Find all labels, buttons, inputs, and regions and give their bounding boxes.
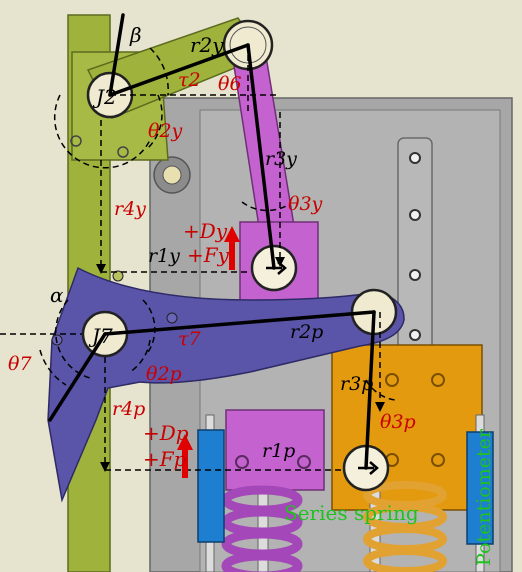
label-tau7: τ7 (178, 328, 202, 350)
label-r1p: r1p (262, 440, 295, 462)
label-alpha: α (50, 283, 64, 307)
label-Fp: +Fp (143, 447, 187, 471)
label-series-spring: Series spring (284, 501, 419, 525)
label-tau2: τ2 (178, 69, 201, 91)
label-J2: J2 (92, 85, 117, 109)
label-theta6: θ6 (218, 73, 242, 95)
orange-hole (385, 373, 399, 387)
force-arrow-y (224, 226, 240, 270)
label-J7: J7 (88, 324, 113, 348)
blue-sensor-left (197, 429, 225, 543)
green-link-hole (117, 146, 129, 158)
label-potentiometer: Potentiometer (473, 428, 495, 566)
green-link-hole (70, 135, 82, 147)
label-theta3y: θ3y (288, 193, 323, 215)
potentiometer-body (466, 431, 494, 545)
purple-link (47, 266, 405, 503)
label-r2p: r2p (290, 321, 323, 343)
label-Dy: +Dy (183, 219, 228, 243)
label-theta3p: θ3p (380, 411, 416, 433)
orange-spring-coil (363, 481, 447, 572)
label-r1y: r1y (148, 245, 180, 267)
plate-boss-hole (162, 165, 182, 185)
label-r4y: r4y (114, 198, 146, 220)
label-beta: β (129, 23, 142, 47)
series-spring-coil (221, 485, 303, 572)
label-r3y: r3y (265, 148, 297, 170)
magenta-hole (235, 455, 249, 469)
orange-hole (431, 373, 445, 387)
rail-holes (409, 152, 421, 341)
label-r2y: r2y (190, 33, 224, 57)
top-pin-joint-ring (229, 26, 267, 64)
label-theta2y: θ2y (148, 120, 183, 142)
label-Dp: +Dp (143, 421, 189, 445)
purple-link-hole (166, 312, 178, 324)
label-Fy: +Fy (187, 243, 230, 267)
label-theta7: θ7 (8, 353, 32, 375)
force-arrow-p (177, 434, 193, 478)
orange-hole (431, 453, 445, 467)
purple-link-hole (112, 270, 124, 282)
construction-lines (0, 45, 396, 472)
label-theta2p: θ2p (146, 363, 182, 385)
magenta-hole (297, 455, 311, 469)
label-r3p: r3p (340, 373, 373, 395)
label-r4p: r4p (112, 398, 145, 420)
magenta-slider-lower (225, 409, 325, 491)
kinematic-lines (48, 13, 376, 470)
